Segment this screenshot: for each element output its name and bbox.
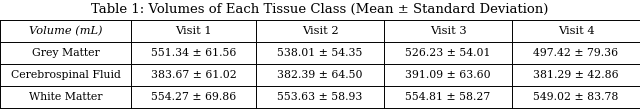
Text: 391.09 ± 63.60: 391.09 ± 63.60: [405, 70, 491, 80]
Text: 381.29 ± 42.86: 381.29 ± 42.86: [533, 70, 619, 80]
Text: Visit 1: Visit 1: [175, 26, 212, 36]
Text: 554.27 ± 69.86: 554.27 ± 69.86: [151, 92, 236, 102]
Text: 554.81 ± 58.27: 554.81 ± 58.27: [405, 92, 491, 102]
Text: 382.39 ± 64.50: 382.39 ± 64.50: [277, 70, 363, 80]
Text: 497.42 ± 79.36: 497.42 ± 79.36: [533, 48, 619, 58]
Text: White Matter: White Matter: [29, 92, 102, 102]
Text: 383.67 ± 61.02: 383.67 ± 61.02: [151, 70, 236, 80]
Text: Visit 4: Visit 4: [557, 26, 595, 36]
Text: 526.23 ± 54.01: 526.23 ± 54.01: [405, 48, 491, 58]
Text: 538.01 ± 54.35: 538.01 ± 54.35: [277, 48, 363, 58]
Text: Grey Matter: Grey Matter: [32, 48, 99, 58]
Text: 551.34 ± 61.56: 551.34 ± 61.56: [151, 48, 236, 58]
Text: Volume (mL): Volume (mL): [29, 26, 102, 36]
Text: 553.63 ± 58.93: 553.63 ± 58.93: [277, 92, 363, 102]
Text: Table 1: Volumes of Each Tissue Class (Mean ± Standard Deviation): Table 1: Volumes of Each Tissue Class (M…: [92, 3, 548, 16]
Text: Visit 2: Visit 2: [301, 26, 339, 36]
Text: Visit 3: Visit 3: [429, 26, 467, 36]
Text: 549.02 ± 83.78: 549.02 ± 83.78: [533, 92, 619, 102]
Text: Cerebrospinal Fluid: Cerebrospinal Fluid: [11, 70, 120, 80]
